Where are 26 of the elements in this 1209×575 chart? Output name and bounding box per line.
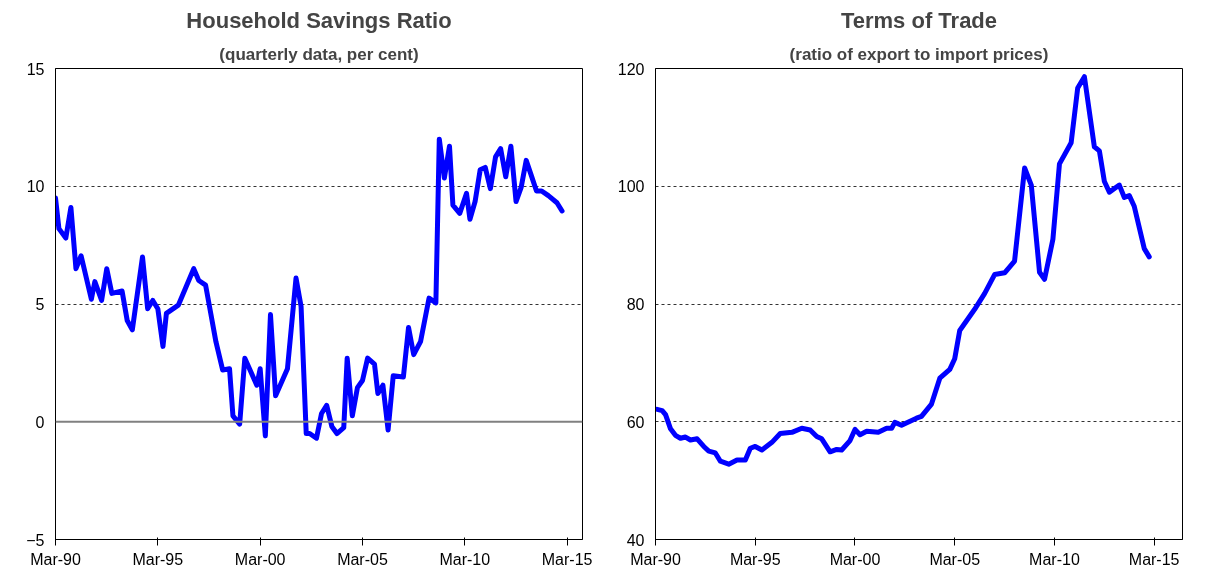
x-tick-label: Mar-90 xyxy=(630,550,681,568)
chart-title: Household Savings Ratio xyxy=(186,7,452,33)
y-tick-label: 0 xyxy=(35,413,45,431)
x-tick-label: Mar-10 xyxy=(1029,550,1080,568)
y-tick-label: 10 xyxy=(26,178,45,196)
x-tick-label: Mar-15 xyxy=(541,550,593,568)
x-tick-label: Mar-05 xyxy=(337,550,388,568)
chart-subtitle: (quarterly data, per cent) xyxy=(219,44,419,64)
y-tick-label: 120 xyxy=(617,60,645,78)
y-tick-label: 100 xyxy=(617,178,645,196)
x-tick-label: Mar-10 xyxy=(439,550,491,568)
chart-subtitle: (ratio of export to import prices) xyxy=(789,44,1049,64)
x-tick-label: Mar-00 xyxy=(234,550,286,568)
x-tick-label: Mar-00 xyxy=(829,550,881,568)
y-tick-label: 5 xyxy=(35,296,45,313)
x-tick-label: Mar-95 xyxy=(132,550,184,568)
y-tick-label: 15 xyxy=(26,60,45,78)
x-tick-label: Mar-05 xyxy=(929,550,981,568)
x-tick-label: Mar-90 xyxy=(30,550,81,568)
x-tick-label: Mar-15 xyxy=(1128,550,1180,568)
y-tick-label: 40 xyxy=(626,531,645,549)
y-tick-label: 60 xyxy=(626,413,645,431)
x-tick-label: Mar-95 xyxy=(729,550,781,568)
chart-title: Terms of Trade xyxy=(840,7,998,33)
y-tick-label: 80 xyxy=(626,296,645,313)
y-tick-label: −5 xyxy=(26,531,45,549)
